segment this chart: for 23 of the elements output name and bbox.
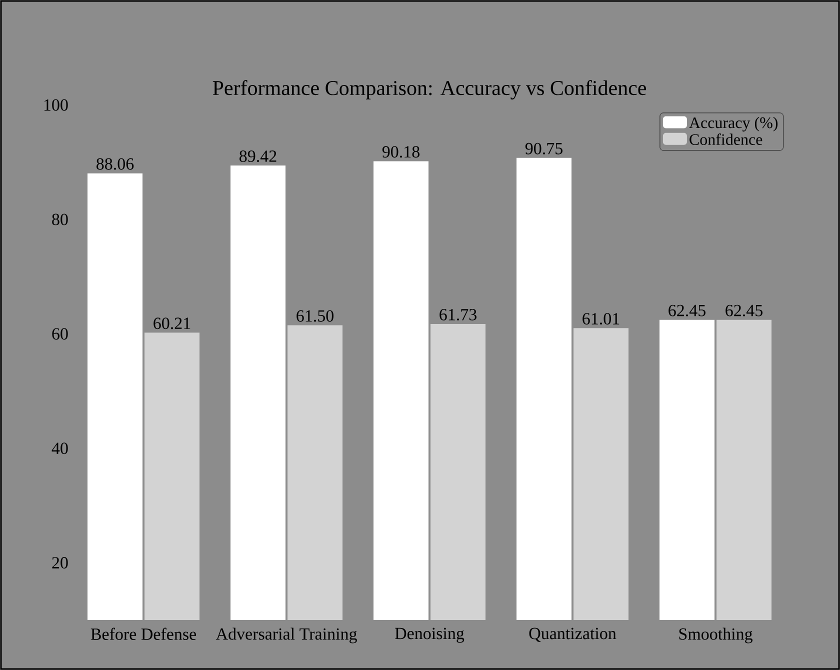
chart-title: Performance Comparison: Accuracy vs Confidence [212, 80, 646, 100]
data-label: 62.45 [668, 304, 706, 316]
legend-label: Accuracy (%) [689, 116, 778, 132]
y-tick-label: 40 [52, 442, 68, 454]
y-tick-label: 100 [44, 99, 68, 111]
data-label: 90.18 [382, 146, 420, 158]
y-tick-label: 80 [52, 214, 68, 226]
legend-label: Confidence [690, 134, 762, 145]
data-label: 62.45 [726, 304, 762, 316]
x-tick-label: Adversarial Training [216, 628, 357, 644]
data-label: 89.42 [240, 150, 276, 162]
data-label: 88.06 [96, 158, 134, 170]
y-tick-label: 20 [52, 557, 68, 569]
data-label: 90.75 [525, 142, 562, 154]
x-tick-label: Before Defense [90, 628, 196, 640]
x-tick-label: Smoothing [679, 628, 752, 644]
x-tick-label: Quantization [529, 628, 616, 642]
data-label: 61.01 [582, 313, 620, 325]
y-tick-label: 60 [52, 328, 68, 340]
data-label: 60.21 [154, 318, 190, 330]
data-label: 61.73 [440, 308, 476, 320]
data-label: 61.50 [296, 310, 334, 322]
x-tick-label: Denoising [395, 628, 464, 643]
